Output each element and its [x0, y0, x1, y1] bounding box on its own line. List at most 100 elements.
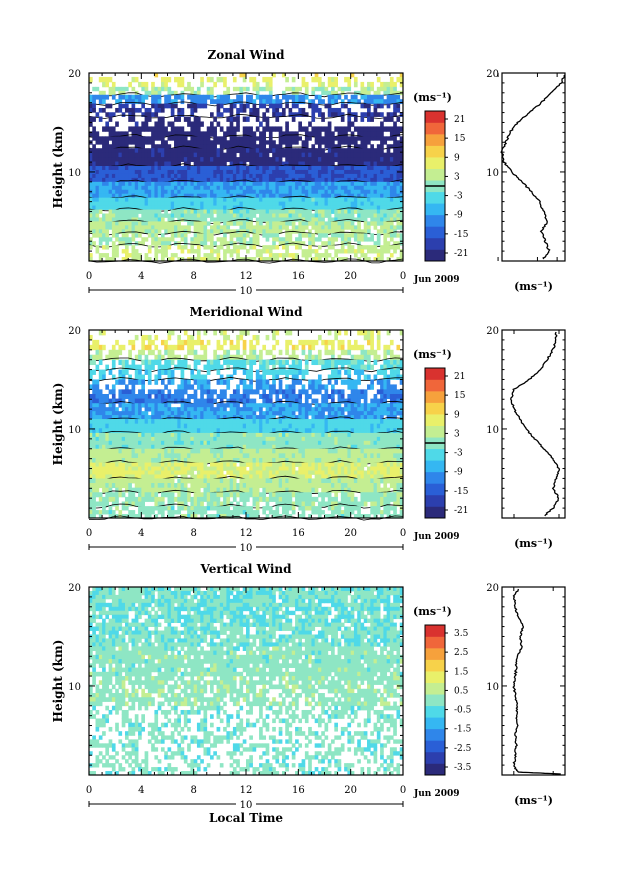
- heatmap-cell: [331, 374, 335, 380]
- heatmap-cell: [278, 140, 283, 145]
- heatmap-cell: [399, 364, 404, 370]
- heatmap-cell: [223, 359, 227, 366]
- heatmap-cell: [196, 131, 201, 137]
- heatmap-cell: [180, 152, 185, 158]
- heatmap-cell: [334, 403, 338, 408]
- heatmap-cell: [232, 86, 237, 92]
- heatmap-cell: [360, 407, 365, 412]
- heatmap-cell: [360, 205, 365, 210]
- heatmap-cell: [144, 148, 149, 154]
- heatmap-cell: [232, 148, 237, 154]
- heatmap-cell: [131, 389, 136, 395]
- heatmap-cell: [239, 233, 244, 238]
- heatmap-cell: [386, 144, 391, 149]
- heatmap-cell: [357, 148, 361, 154]
- heatmap-cell: [285, 253, 289, 258]
- heatmap-cell: [291, 116, 296, 122]
- heatmap-cell: [121, 344, 126, 351]
- heatmap-cell: [157, 369, 162, 375]
- heatmap-cell: [144, 229, 149, 234]
- heatmap-cell: [265, 407, 270, 412]
- heatmap-cell: [324, 213, 329, 218]
- heatmap-cell: [291, 136, 296, 141]
- heatmap-cell: [249, 423, 253, 429]
- heatmap-cell: [383, 99, 388, 105]
- heatmap-cell: [272, 403, 276, 408]
- heatmap-cell: [118, 379, 123, 385]
- heatmap-cell: [353, 229, 358, 234]
- heatmap-cell: [389, 237, 394, 242]
- heatmap-cell: [265, 181, 270, 187]
- heatmap-cell: [203, 364, 208, 370]
- heatmap-cell: [154, 403, 159, 408]
- heatmap-cell: [281, 197, 286, 203]
- heatmap-cell: [89, 173, 93, 179]
- heatmap-cell: [138, 144, 142, 149]
- heatmap-cell: [118, 90, 123, 96]
- heatmap-cell: [288, 384, 293, 390]
- heatmap-cell: [170, 374, 175, 380]
- heatmap-cell: [262, 233, 267, 238]
- heatmap-cell: [193, 221, 198, 226]
- heatmap-cell: [174, 193, 178, 199]
- heatmap-cell: [95, 233, 100, 238]
- heatmap-cell: [141, 189, 145, 195]
- heatmap-cell: [196, 205, 201, 210]
- heatmap-cell: [157, 389, 162, 395]
- heatmap-cell: [138, 374, 142, 380]
- heatmap-cell: [353, 161, 358, 167]
- heatmap-cell: [177, 398, 181, 404]
- colorbar-swatch: [425, 168, 445, 181]
- heatmap-cell: [298, 423, 302, 429]
- heatmap-cell: [370, 213, 374, 218]
- heatmap-cell: [344, 209, 348, 214]
- heatmap-cell: [386, 379, 391, 385]
- heatmap-cell: [144, 398, 149, 404]
- heatmap-cell: [108, 369, 113, 375]
- heatmap-cell: [92, 94, 96, 100]
- heatmap-cell: [396, 181, 401, 187]
- heatmap-cell: [272, 344, 276, 351]
- heatmap-cell: [308, 407, 312, 412]
- heatmap-cell: [105, 112, 110, 117]
- heatmap-cell: [389, 81, 394, 88]
- heatmap-cell: [265, 157, 270, 162]
- heatmap-cell: [396, 201, 401, 206]
- heatmap-cell: [121, 407, 126, 412]
- heatmap-cell: [370, 384, 374, 390]
- heatmap-cell: [396, 369, 401, 375]
- heatmap-cell: [308, 423, 312, 429]
- heatmap-cell: [304, 86, 309, 92]
- heatmap-cell: [89, 107, 93, 113]
- heatmap-cell: [380, 148, 384, 154]
- heatmap-cell: [157, 407, 162, 412]
- heatmap-cell: [334, 423, 338, 429]
- heatmap-cell: [344, 169, 348, 175]
- heatmap-cell: [138, 185, 142, 191]
- heatmap-cell: [229, 221, 234, 226]
- heatmap-cell: [98, 181, 103, 187]
- heatmap-cell: [236, 389, 240, 395]
- heatmap-cell: [226, 379, 231, 385]
- heatmap-cell: [383, 398, 388, 404]
- heatmap-cell: [298, 205, 302, 210]
- heatmap-cell: [180, 173, 185, 179]
- heatmap-cell: [376, 181, 381, 187]
- heatmap-cell: [118, 205, 123, 210]
- heatmap-cell: [111, 374, 116, 380]
- heatmap-cell: [249, 419, 253, 425]
- heatmap-cell: [236, 419, 240, 425]
- heatmap-cell: [160, 86, 165, 92]
- heatmap-cell: [389, 181, 394, 187]
- heatmap-cell: [308, 344, 312, 351]
- heatmap-cell: [340, 423, 345, 429]
- heatmap-cell: [147, 201, 152, 206]
- heatmap-cell: [275, 339, 280, 346]
- heatmap-cell: [246, 86, 250, 92]
- heatmap-cell: [206, 131, 211, 137]
- heatmap-cell: [314, 407, 319, 412]
- heatmap-cell: [226, 359, 231, 366]
- heatmap-cell: [396, 364, 401, 370]
- heatmap-cell: [314, 197, 319, 203]
- heatmap-cell: [295, 379, 299, 385]
